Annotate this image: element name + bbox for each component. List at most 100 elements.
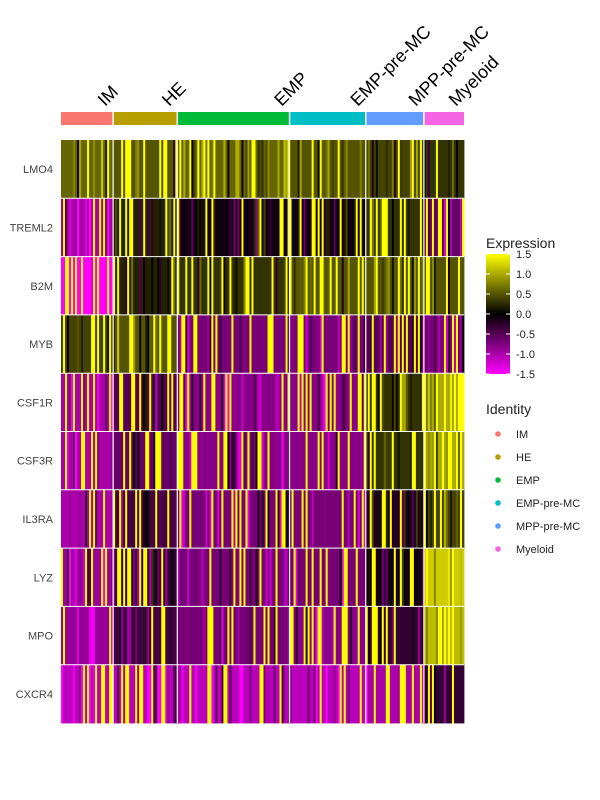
cluster-annotation-bar [61,112,464,125]
heatmap-cell [83,489,86,549]
heatmap-cell [237,198,240,257]
heatmap-cell [353,431,357,491]
heatmap-cell [309,373,313,432]
heatmap-cell [289,314,292,374]
heatmap-cell [183,198,186,257]
heatmap-cell [341,256,345,316]
heatmap-cell [119,606,122,666]
heatmap-cell [283,431,286,491]
heatmap-cell [337,314,341,374]
heatmap-cell [207,606,210,666]
heatmap-cell [311,606,315,666]
heatmap-cell [297,140,300,199]
heatmap-cell [343,198,347,257]
heatmap-cell [319,256,323,316]
heatmap-cell [127,548,130,607]
heatmap-cell [287,140,290,199]
heatmap-cell [355,314,359,374]
heatmap-cell [223,606,226,666]
heatmap-cell [449,548,453,607]
heatmap-cell [453,548,457,607]
heatmap-cell [187,314,190,374]
heatmap-cell [269,373,272,432]
heatmap-cell [167,489,170,549]
heatmap-cell [121,664,124,724]
heatmap-cell [259,140,262,199]
heatmap-cell [299,548,302,607]
heatmap-cell [215,373,218,432]
heatmap-cell [321,431,325,491]
heatmap-cell [187,198,190,257]
heatmap-cell [177,314,180,374]
heatmap-cell [337,489,341,549]
heatmap-cell [399,140,403,199]
heatmap-cell [187,548,190,607]
heatmap-cell [251,431,254,491]
heatmap-cell [101,140,104,199]
heatmap-cell [97,198,100,257]
heatmap-cell [221,373,224,432]
heatmap-cell [297,256,300,316]
heatmap-cell [109,606,112,666]
heatmap-cell [405,664,409,724]
heatmap-cell [317,664,321,724]
heatmap-cell [83,548,86,607]
heatmap-cell [347,664,351,724]
heatmap-cell [355,140,359,199]
heatmap-cell [409,140,413,199]
heatmap-cell [327,431,331,491]
heatmap-cell [153,314,156,374]
heatmap-cell [271,664,274,724]
heatmap-cell [305,489,309,549]
heatmap-cell [253,489,256,549]
heatmap-cell [207,489,210,549]
heatmap-cell [257,140,260,199]
heatmap-cell [207,548,210,607]
heatmap-cell [135,606,138,666]
heatmap-cell [387,431,391,491]
heatmap-cell [149,198,152,257]
heatmap-cell [419,373,423,432]
heatmap-cell [185,606,188,666]
heatmap-cell [309,314,313,374]
heatmap-cell [193,140,196,199]
heatmap-cell [353,489,357,549]
heatmap-cell [223,664,226,724]
heatmap-cell [217,256,220,316]
heatmap-cell [89,314,92,374]
gene-label-csf3r: CSF3R [17,456,53,468]
heatmap-cell [63,431,66,491]
heatmap-cell [225,140,228,199]
heatmap-cell [417,373,421,432]
heatmap-cell [73,256,76,316]
heatmap-cell [77,256,80,316]
heatmap-cell [175,548,178,607]
heatmap-cell [365,606,369,666]
heatmap-cell [373,431,377,491]
heatmap-cell [391,664,395,724]
heatmap-cell [317,198,321,257]
heatmap-cell [187,140,190,199]
heatmap-cell [117,489,120,549]
heatmap-cell [91,489,94,549]
heatmap-cell [369,431,373,491]
gene-label-lyz: LYZ [34,572,54,584]
heatmap-cell [189,431,192,491]
heatmap-cell [247,198,250,257]
heatmap-cell [307,548,311,607]
heatmap-cell [267,431,270,491]
heatmap-cell [257,489,260,549]
heatmap-cell [237,314,240,374]
heatmap-cell [343,256,347,316]
heatmap-cell [343,489,347,549]
heatmap-cell [293,431,296,491]
heatmap-cell [205,548,208,607]
heatmap-cell [97,489,100,549]
heatmap-cell [125,256,128,316]
heatmap-cell [433,548,437,607]
heatmap-cell [435,548,439,607]
heatmap-cell [373,489,377,549]
heatmap-cell [325,431,329,491]
heatmap-cell [395,431,399,491]
heatmap-cell [219,606,222,666]
